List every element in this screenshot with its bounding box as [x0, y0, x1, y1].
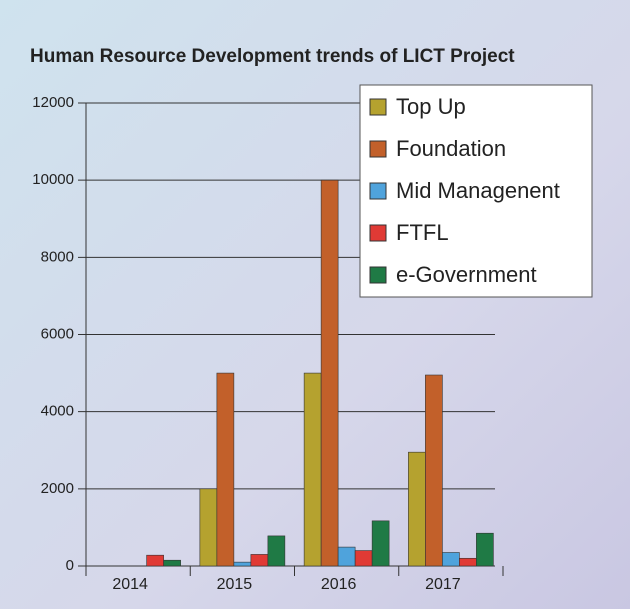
legend-label: Foundation: [396, 136, 506, 161]
bar: [459, 557, 477, 567]
y-tick-label: 10000: [32, 171, 74, 188]
bar: [250, 554, 269, 567]
legend-box: [359, 84, 593, 298]
bar: [163, 559, 181, 567]
bar: [233, 561, 252, 567]
bar: [476, 532, 494, 567]
y-tick-label: 12000: [32, 94, 74, 111]
bar: [216, 372, 235, 567]
bar: [442, 552, 460, 567]
bar: [146, 554, 164, 567]
legend-label: e-Government: [396, 262, 537, 287]
legend-swatch: [369, 98, 387, 116]
bar: [267, 535, 286, 567]
x-tick-label: 2015: [217, 576, 253, 593]
bar: [320, 179, 339, 567]
y-tick-label: 0: [66, 557, 74, 574]
x-tick-label: 2017: [425, 576, 461, 593]
chart-title: Human Resource Development trends of LIC…: [30, 46, 515, 67]
bar: [371, 520, 390, 567]
x-tick-label: 2016: [321, 576, 357, 593]
y-tick-label: 2000: [41, 480, 74, 497]
y-tick-label: 4000: [41, 403, 74, 420]
legend-label: FTFL: [396, 220, 449, 245]
legend-label: Top Up: [396, 94, 466, 119]
y-tick-label: 6000: [41, 325, 74, 342]
y-tick-label: 8000: [41, 248, 74, 265]
bar: [199, 488, 218, 567]
legend-label: Mid Managenent: [396, 178, 560, 203]
legend-swatch: [369, 224, 387, 242]
legend-swatch: [369, 182, 387, 200]
bar: [337, 546, 356, 567]
bar: [303, 372, 322, 567]
bar: [354, 550, 373, 567]
bar: [425, 374, 443, 567]
x-tick-label: 2014: [112, 576, 148, 593]
legend-swatch: [369, 266, 387, 284]
bar: [408, 451, 426, 567]
legend-swatch: [369, 140, 387, 158]
